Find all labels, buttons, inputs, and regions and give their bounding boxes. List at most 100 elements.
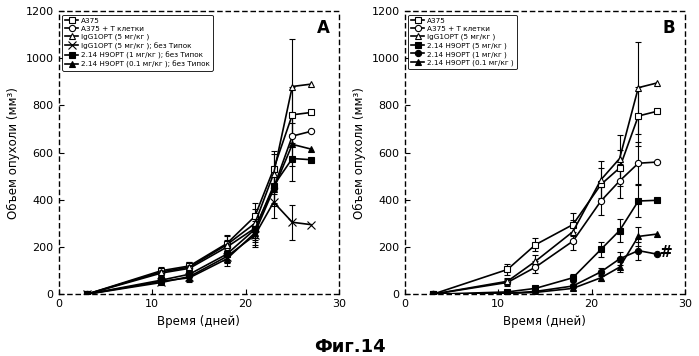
2.14 H9OPT (1 мг/кг ); без Типок — [157, 278, 166, 282]
Line: A375: A375 — [83, 109, 314, 297]
2.14 H9OPT (5 мг/кг ) — [503, 290, 512, 294]
Text: #: # — [660, 245, 672, 261]
Line: 2.14 H9OPT (0.1 мг/кг ); без Типок: 2.14 H9OPT (0.1 мг/кг ); без Типок — [83, 141, 314, 297]
2.14 H9OPT (0.1 мг/кг ); без Типок — [288, 142, 296, 146]
2.14 H9OPT (1 мг/кг ) — [653, 252, 661, 256]
2.14 H9OPT (1 мг/кг ); без Типок — [307, 158, 315, 162]
Line: IgG1OPT (5 мг/кг ): IgG1OPT (5 мг/кг ) — [429, 80, 660, 297]
2.14 H9OPT (5 мг/кг ) — [615, 229, 624, 233]
2.14 H9OPT (1 мг/кг ); без Типок — [82, 292, 91, 297]
A375 + Т клетки — [615, 179, 624, 183]
IgG1OPT (5 мг/кг ) — [531, 259, 540, 263]
2.14 H9OPT (5 мг/кг ) — [597, 247, 605, 252]
X-axis label: Время (дней): Время (дней) — [503, 315, 586, 328]
A375 + Т клетки — [185, 266, 194, 271]
IgG1OPT (5 мг/кг ) — [653, 81, 661, 85]
Line: A375: A375 — [429, 108, 660, 297]
IgG1OPT (5 мг/кг ) — [82, 292, 91, 297]
2.14 H9OPT (1 мг/кг ) — [615, 257, 624, 261]
IgG1OPT (5 мг/кг ); без Типок — [82, 292, 91, 297]
A375 + Т клетки — [653, 160, 661, 164]
IgG1OPT (5 мг/кг ) — [503, 279, 512, 283]
A375 — [157, 268, 166, 273]
A375 — [82, 292, 91, 297]
2.14 H9OPT (0.1 мг/кг ); без Типок — [185, 276, 194, 280]
A375 — [597, 182, 605, 187]
IgG1OPT (5 мг/кг ) — [223, 242, 231, 247]
A375 — [503, 267, 512, 272]
2.14 H9OPT (0.1 мг/кг ) — [503, 291, 512, 295]
IgG1OPT (5 мг/кг ); без Типок — [288, 220, 296, 224]
2.14 H9OPT (5 мг/кг ) — [653, 198, 661, 203]
A375 — [569, 222, 577, 227]
Text: B: B — [663, 20, 675, 37]
Text: A: A — [317, 20, 329, 37]
2.14 H9OPT (1 мг/кг ) — [634, 248, 642, 253]
2.14 H9OPT (0.1 мг/кг ) — [569, 286, 577, 290]
2.14 H9OPT (0.1 мг/кг ) — [634, 234, 642, 239]
A375 + Т клетки — [157, 271, 166, 275]
A375 — [653, 109, 661, 114]
Y-axis label: Объем опухоли (мм³): Объем опухоли (мм³) — [7, 87, 20, 219]
Legend: A375, A375 + Т клетки, IgG1OPT (5 мг/кг ), 2.14 H9OPT (5 мг/кг ), 2.14 H9OPT (1 : A375, A375 + Т клетки, IgG1OPT (5 мг/кг … — [408, 15, 517, 69]
IgG1OPT (5 мг/кг ) — [251, 221, 259, 226]
2.14 H9OPT (0.1 мг/кг ) — [615, 265, 624, 269]
IgG1OPT (5 мг/кг ) — [269, 172, 278, 176]
2.14 H9OPT (1 мг/кг ) — [569, 284, 577, 288]
2.14 H9OPT (5 мг/кг ) — [428, 292, 437, 297]
A375 + Т клетки — [307, 129, 315, 134]
IgG1OPT (5 мг/кг ) — [288, 84, 296, 89]
2.14 H9OPT (0.1 мг/кг ); без Типок — [307, 147, 315, 151]
A375 — [634, 114, 642, 118]
2.14 H9OPT (1 мг/кг ); без Типок — [185, 272, 194, 276]
A375 + Т клетки — [531, 265, 540, 269]
2.14 H9OPT (0.1 мг/кг ) — [531, 290, 540, 294]
A375 + Т клетки — [223, 245, 231, 249]
2.14 H9OPT (0.1 мг/кг ) — [653, 232, 661, 236]
A375 — [615, 166, 624, 170]
IgG1OPT (5 мг/кг ); без Типок — [307, 222, 315, 227]
2.14 H9OPT (1 мг/кг ) — [597, 270, 605, 274]
A375 + Т клетки — [503, 280, 512, 284]
Legend: A375, A375 + Т клетки, IgG1OPT (5 мг/кг ), IgG1OPT (5 мг/кг ); без Типок, 2.14 H: A375, A375 + Т клетки, IgG1OPT (5 мг/кг … — [62, 15, 212, 70]
Line: 2.14 H9OPT (1 мг/кг ); без Типок: 2.14 H9OPT (1 мг/кг ); без Типок — [83, 155, 314, 297]
2.14 H9OPT (0.1 мг/кг ); без Типок — [251, 231, 259, 235]
IgG1OPT (5 мг/кг ); без Типок — [251, 233, 259, 237]
X-axis label: Время (дней): Время (дней) — [157, 315, 240, 328]
A375 + Т клетки — [428, 292, 437, 297]
2.14 H9OPT (1 мг/кг ); без Типок — [223, 252, 231, 256]
A375 + Т клетки — [634, 161, 642, 166]
2.14 H9OPT (1 мг/кг ) — [531, 289, 540, 294]
A375 + Т клетки — [82, 292, 91, 297]
IgG1OPT (5 мг/кг ) — [307, 82, 315, 86]
2.14 H9OPT (0.1 мг/кг ) — [428, 292, 437, 297]
A375 + Т клетки — [597, 199, 605, 203]
A375 — [307, 110, 315, 115]
2.14 H9OPT (1 мг/кг ); без Типок — [288, 156, 296, 161]
2.14 H9OPT (1 мг/кг ) — [503, 291, 512, 295]
2.14 H9OPT (0.1 мг/кг ); без Типок — [223, 257, 231, 261]
2.14 H9OPT (1 мг/кг ); без Типок — [269, 184, 278, 188]
Line: IgG1OPT (5 мг/кг ): IgG1OPT (5 мг/кг ) — [83, 81, 314, 297]
Line: A375 + Т клетки: A375 + Т клетки — [429, 159, 660, 297]
2.14 H9OPT (1 мг/кг ); без Типок — [251, 227, 259, 231]
IgG1OPT (5 мг/кг ); без Типок — [185, 274, 194, 279]
A375 — [269, 167, 278, 171]
Y-axis label: Объем опухоли (мм³): Объем опухоли (мм³) — [353, 87, 366, 219]
2.14 H9OPT (5 мг/кг ) — [531, 286, 540, 290]
2.14 H9OPT (0.1 мг/кг ); без Типок — [157, 279, 166, 283]
IgG1OPT (5 мг/кг ) — [615, 156, 624, 161]
A375 — [223, 241, 231, 246]
IgG1OPT (5 мг/кг ); без Типок — [157, 280, 166, 284]
IgG1OPT (5 мг/кг ); без Типок — [223, 255, 231, 259]
Text: Фиг.14: Фиг.14 — [314, 338, 385, 356]
A375 — [251, 214, 259, 219]
Line: A375 + Т клетки: A375 + Т клетки — [83, 128, 314, 297]
A375 + Т клетки — [569, 239, 577, 243]
IgG1OPT (5 мг/кг ) — [185, 265, 194, 269]
Line: 2.14 H9OPT (1 мг/кг ): 2.14 H9OPT (1 мг/кг ) — [429, 247, 660, 297]
Line: 2.14 H9OPT (5 мг/кг ): 2.14 H9OPT (5 мг/кг ) — [429, 197, 660, 297]
2.14 H9OPT (5 мг/кг ) — [569, 276, 577, 280]
A375 — [288, 113, 296, 117]
IgG1OPT (5 мг/кг ) — [597, 178, 605, 182]
